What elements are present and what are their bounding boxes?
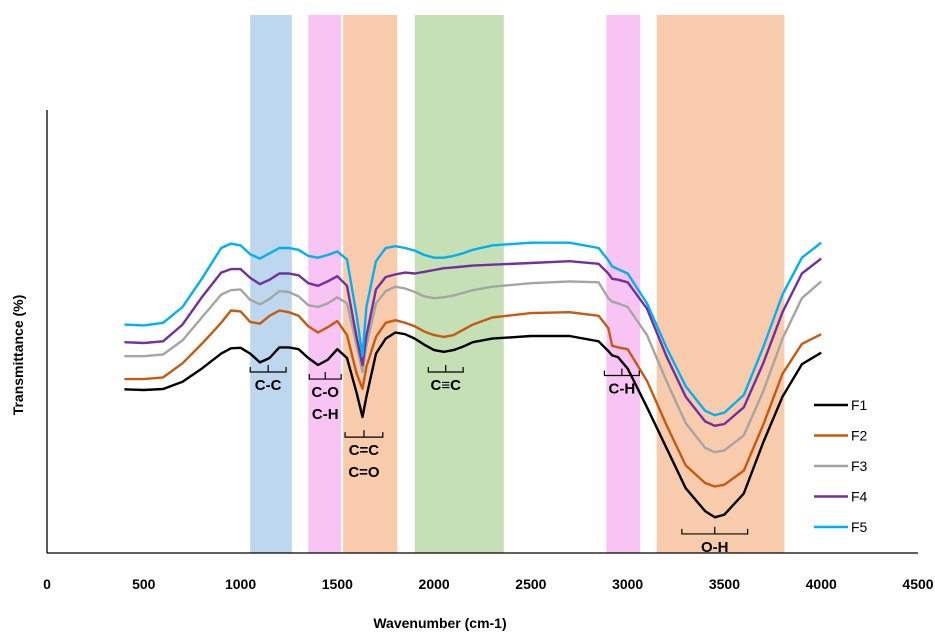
bracket-6 <box>427 365 464 373</box>
x-tick-label: 0 <box>43 576 51 592</box>
bond-label: C-H <box>609 381 636 398</box>
bond-label: C-C <box>255 377 282 394</box>
band-6 <box>656 15 785 553</box>
axes-layer: 0 500 1000 1500 2000 2500 3000 3500 4000 4500 <box>43 110 934 592</box>
bracket-8 <box>681 526 749 535</box>
bracket-7 <box>603 368 640 377</box>
bond-label: C≡C <box>431 377 462 394</box>
legend-label-f1: F1 <box>851 397 868 413</box>
bracket-1 <box>249 365 287 373</box>
bond-label: C-O <box>311 384 339 401</box>
band-1 <box>250 15 292 553</box>
series-f5-line <box>124 241 822 417</box>
bracket-2 <box>308 372 342 380</box>
legend-label-f4: F4 <box>851 489 868 505</box>
band-layer <box>250 15 785 553</box>
x-tick-label: 2000 <box>419 576 450 592</box>
x-tick-label: 2500 <box>515 576 546 592</box>
x-tick-label: 3500 <box>709 576 740 592</box>
series-f1-line <box>124 331 822 519</box>
bond-label: C=C <box>349 442 380 459</box>
y-axis-title: Transmittance (%) <box>10 295 26 416</box>
bond-label: C-H <box>312 406 339 423</box>
series-layer <box>124 241 822 519</box>
x-axis-title: Wavenumber (cm-1) <box>373 615 506 631</box>
x-tick-label: 4000 <box>806 576 837 592</box>
x-tick-label: 4500 <box>902 576 933 592</box>
x-tick-label: 500 <box>132 576 156 592</box>
annotation-layer: C-C C-O C-H C=C C=O C≡C C-H O-H <box>249 365 749 556</box>
legend-label-f2: F2 <box>851 428 868 444</box>
series-f2-line <box>124 309 822 488</box>
legend-label-f3: F3 <box>851 458 868 474</box>
series-f4-line <box>124 257 822 427</box>
series-f3-line <box>124 280 822 454</box>
x-tick-label: 1500 <box>322 576 353 592</box>
band-4 <box>414 15 504 553</box>
legend: F1 F2 F3 F4 F5 <box>814 397 868 535</box>
x-tick-label: 3000 <box>612 576 643 592</box>
x-tick-label: 1000 <box>225 576 256 592</box>
legend-label-f5: F5 <box>851 519 868 535</box>
bracket-4 <box>344 430 384 438</box>
bond-label: C=O <box>348 464 380 481</box>
bond-label: O-H <box>701 539 729 556</box>
